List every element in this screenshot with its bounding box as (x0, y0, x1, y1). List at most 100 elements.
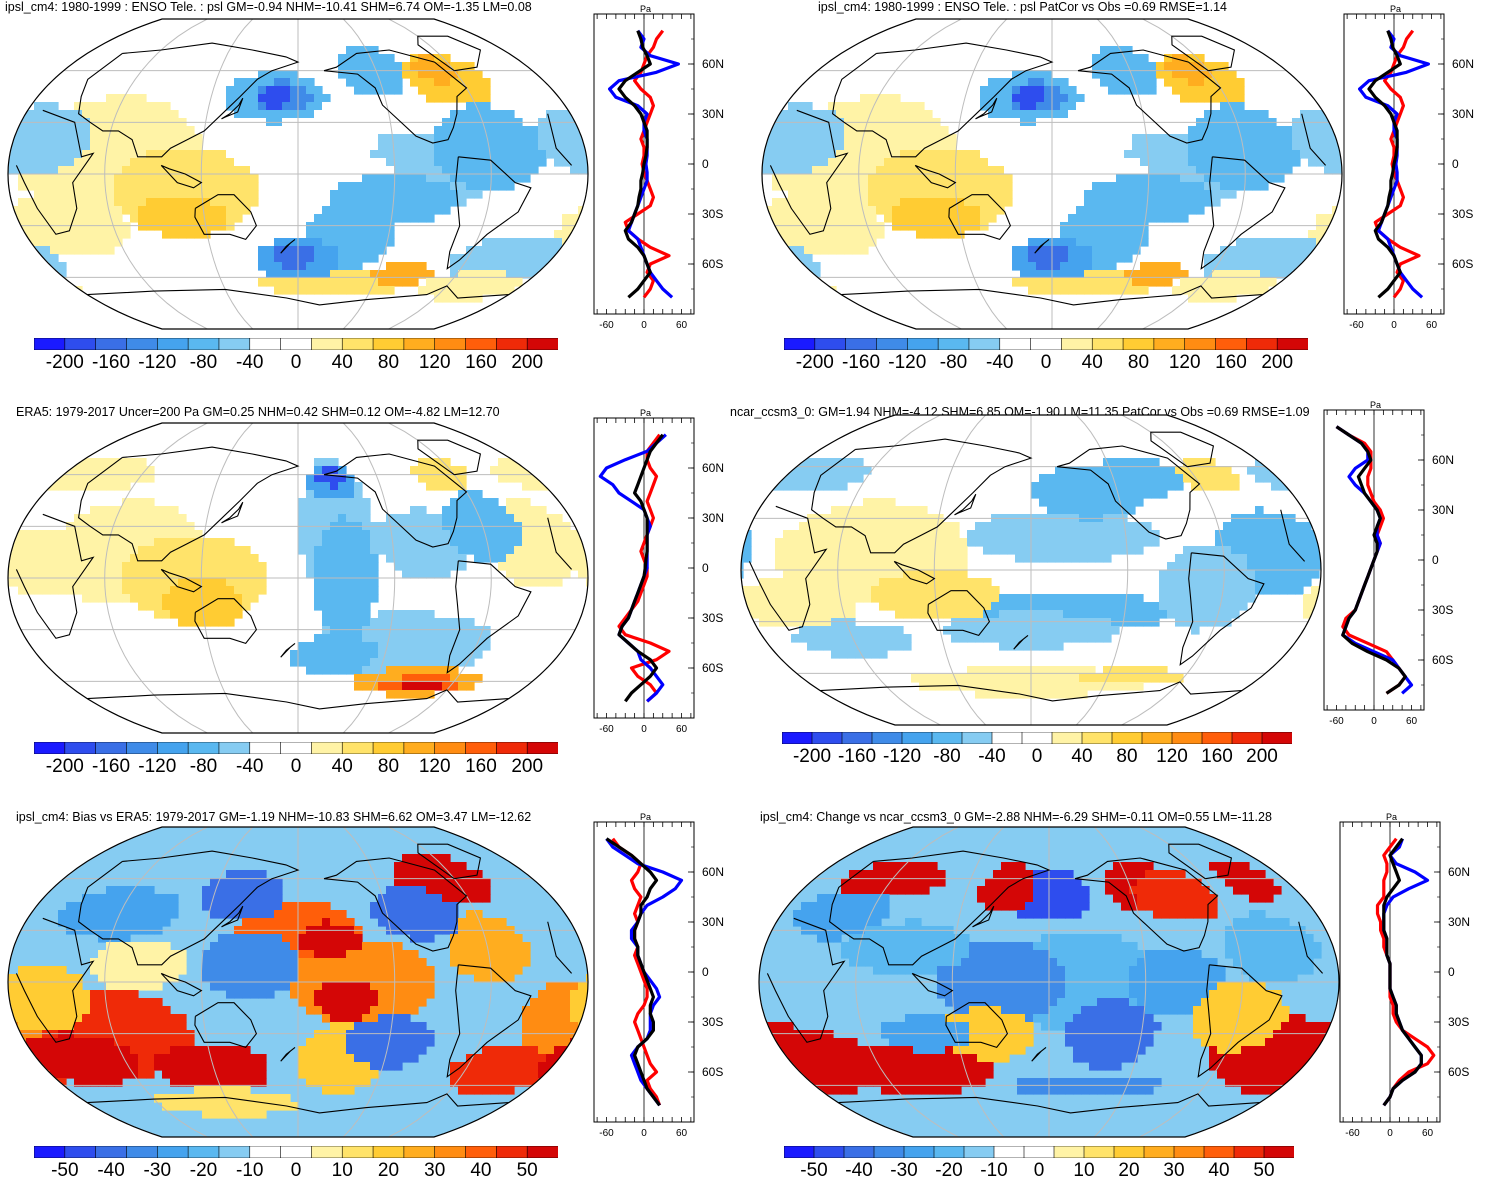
colorbar-tick-label: 20 (378, 1160, 399, 1182)
colorbar-tick-label: -30 (890, 1160, 917, 1182)
colorbar-swatch (342, 742, 373, 754)
profile-x-label: 60 (1406, 716, 1418, 727)
colorbar-tick-label: 120 (419, 756, 451, 778)
colorbar-swatch (496, 742, 527, 754)
profile-lat-label: 0 (1432, 553, 1439, 567)
colorbar-swatch (96, 742, 127, 754)
colorbar-swatch (96, 338, 127, 350)
colorbar-swatch (435, 742, 466, 754)
colorbar-swatch (1061, 338, 1092, 350)
profile-lat-label: 30S (702, 611, 723, 625)
colorbar-swatch (815, 338, 846, 350)
colorbar-swatch (342, 1146, 373, 1158)
colorbar-swatch (281, 1146, 312, 1158)
colorbar-tick-label: 160 (465, 756, 497, 778)
colorbar-tick-label: -10 (980, 1160, 1007, 1182)
profile-lat-label: 60N (702, 865, 724, 879)
profile-lat-label: 60N (1432, 453, 1454, 467)
colorbar-tick-label: 0 (291, 352, 302, 374)
profile-unit-label: Pa (1390, 4, 1401, 14)
colorbar-swatch (1082, 732, 1113, 744)
colorbar-tick-label: 120 (1156, 746, 1188, 768)
colorbar-swatch (126, 338, 157, 350)
colorbar-tick-label: -200 (46, 352, 84, 374)
profile-unit-label: Pa (640, 408, 651, 418)
colorbar-tick-label: 80 (1128, 352, 1149, 374)
colorbar-swatch (784, 338, 815, 350)
colorbar-swatch (157, 742, 188, 754)
colorbar-swatch (188, 742, 219, 754)
colorbar-swatch (1264, 1146, 1294, 1158)
colorbar-swatch (65, 742, 96, 754)
profile-lat-label: 30S (1448, 1015, 1469, 1029)
colorbar-tick-label: 50 (1253, 1160, 1274, 1182)
colorbar-swatch (126, 742, 157, 754)
profile-lat-label: 0 (702, 157, 709, 171)
colorbar-swatch (1185, 338, 1216, 350)
colorbar-tick-label: -80 (933, 746, 960, 768)
colorbar-swatch (1144, 1146, 1175, 1158)
colorbar-psl-3 (34, 742, 558, 754)
colorbar-swatch (1234, 1146, 1265, 1158)
colorbar-tick-label: -120 (883, 746, 921, 768)
colorbar-tick-label: 80 (378, 756, 399, 778)
colorbar-swatch (842, 732, 873, 744)
profile-lat-label: 30N (1448, 915, 1470, 929)
profile-unit-label: Pa (640, 4, 651, 14)
colorbar-swatch (902, 732, 933, 744)
colorbar-tick-label: -40 (978, 746, 1005, 768)
colorbar-tick-label: -20 (190, 1160, 217, 1182)
colorbar-swatch (34, 1146, 65, 1158)
colorbar-tick-label: -40 (236, 756, 263, 778)
colorbar-swatch (219, 338, 250, 350)
colorbar-tick-label: -30 (144, 1160, 171, 1182)
colorbar-swatch (65, 338, 96, 350)
profile-lat-label: 30N (702, 107, 724, 121)
colorbar-tick-label: -10 (236, 1160, 263, 1182)
profile-lat-label: 30N (702, 915, 724, 929)
colorbar-swatch (1262, 732, 1292, 744)
profile-series-black (1384, 839, 1422, 1106)
panel-title-model-enso: ipsl_cm4: 1980-1999 : ENSO Tele. : psl G… (5, 0, 532, 14)
colorbar-swatch (1172, 732, 1203, 744)
colorbar-swatch (1031, 338, 1062, 350)
colorbar-tick-label: -80 (190, 756, 217, 778)
colorbar-swatch (126, 1146, 157, 1158)
profile-lat-label: 60S (1432, 653, 1453, 667)
colorbar-swatch (782, 732, 813, 744)
colorbar-swatch (904, 1146, 935, 1158)
colorbar-tick-label: 160 (1215, 352, 1247, 374)
profile-lat-label: 0 (702, 561, 709, 575)
colorbar-tick-label: 200 (1261, 352, 1293, 374)
map-era5 (2, 418, 594, 738)
colorbar-tick-label: 0 (291, 1160, 302, 1182)
profile-x-label: 60 (676, 724, 688, 735)
colorbar-swatch (938, 338, 969, 350)
colorbar-psl-1 (34, 338, 558, 350)
colorbar-swatch (250, 742, 281, 754)
profile-unit-label: Pa (640, 812, 651, 822)
colorbar-swatch (1246, 338, 1277, 350)
colorbar-swatch (342, 338, 373, 350)
profile-series-black (619, 31, 650, 298)
colorbar-tick-label: 160 (1201, 746, 1233, 768)
colorbar-swatch (404, 338, 435, 350)
colorbar-tick-label: -160 (842, 352, 880, 374)
colorbar-swatch (435, 1146, 466, 1158)
profile-lat-label: 60S (702, 1065, 723, 1079)
panel-title-era5: ERA5: 1979-2017 Uncer=200 Pa GM=0.25 NHM… (16, 405, 500, 419)
colorbar-swatch (1204, 1146, 1235, 1158)
colorbar-tick-label: -200 (46, 756, 84, 778)
colorbar-tick-label: -80 (190, 352, 217, 374)
colorbar-swatch (1092, 338, 1123, 350)
colorbar-swatch (1154, 338, 1185, 350)
colorbar-tick-label: 200 (511, 352, 543, 374)
profile-x-label: -60 (1349, 320, 1364, 331)
colorbar-tick-label: -120 (138, 352, 176, 374)
profile-lat-label: 30N (1452, 107, 1474, 121)
profile-x-label: 60 (1426, 320, 1438, 331)
